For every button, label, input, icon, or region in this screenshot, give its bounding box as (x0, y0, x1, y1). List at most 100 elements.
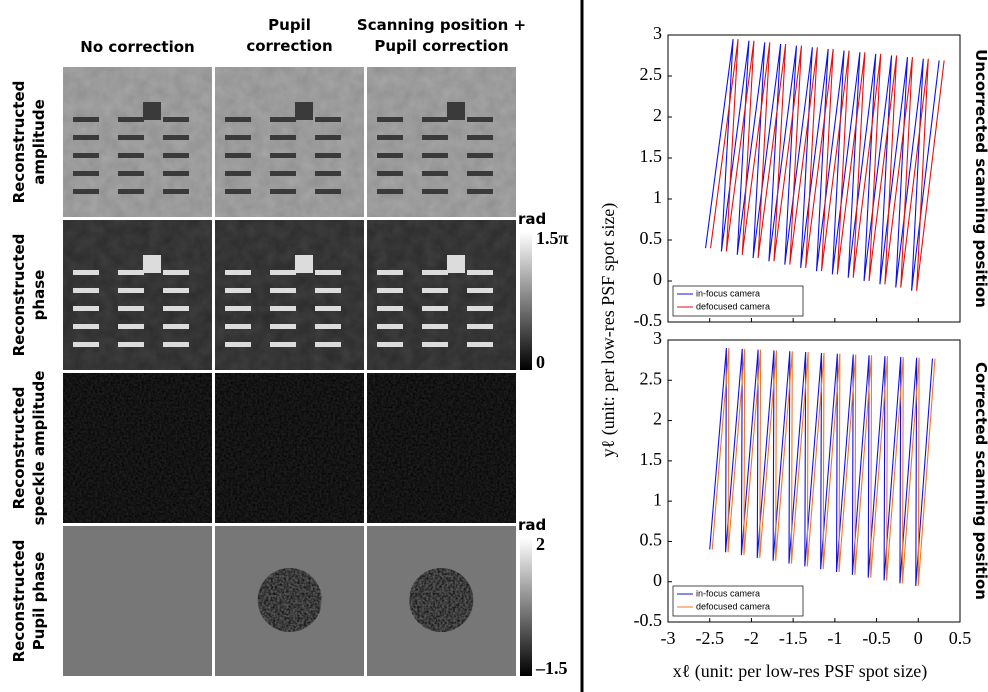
image-texture (215, 220, 364, 370)
target-bar (73, 189, 99, 194)
target-bar (377, 117, 403, 122)
target-bar (467, 171, 493, 176)
target-bar (315, 153, 341, 158)
y-tick-label: 3 (653, 328, 662, 348)
target-bar (270, 306, 296, 311)
y-tick-label: 0 (653, 269, 662, 289)
target-bar (73, 306, 99, 311)
target-bar (377, 189, 403, 194)
target-bar (270, 171, 296, 176)
target-bar (163, 306, 189, 311)
target-bar (225, 270, 251, 275)
x-tick-label: -1.5 (779, 628, 808, 648)
target-bar (225, 324, 251, 329)
target-bar (73, 324, 99, 329)
y-tick-label: 0 (653, 570, 662, 590)
target-bar (118, 288, 144, 293)
target-bar (422, 135, 448, 140)
target-bar (377, 270, 403, 275)
plots: -0.5 0 0.5 1 1.5 2 2.5 3 in-focus camera defocuse… (598, 23, 988, 682)
target-bar (467, 153, 493, 158)
x-axis-label: xℓ (unit: per low-res PSF spot size) (673, 661, 928, 682)
target-bar (315, 342, 341, 347)
target-bar (225, 306, 251, 311)
image-texture (63, 220, 212, 370)
target-bar (118, 324, 144, 329)
target-bar (270, 288, 296, 293)
side-title: Corrected scanning position (972, 362, 988, 600)
plot-frame (667, 339, 961, 623)
legend-label: defocused camera (696, 301, 770, 311)
target-bar (118, 342, 144, 347)
speckle (367, 373, 516, 523)
target-bar (225, 117, 251, 122)
pupil-speckle (258, 568, 322, 632)
target-bar (73, 153, 99, 158)
row-label: Reconstructed amplitude (10, 81, 48, 204)
target-bar (118, 171, 144, 176)
target-bar (163, 288, 189, 293)
x-tick-label: 0 (914, 628, 923, 648)
target-bar (315, 189, 341, 194)
trajectory (709, 348, 934, 587)
target-bar (270, 135, 296, 140)
y-tick-label: -0.5 (634, 610, 663, 630)
target-bar (118, 270, 144, 275)
target-bar (163, 117, 189, 122)
target-bar (118, 135, 144, 140)
target-square (447, 255, 465, 273)
image-texture (63, 67, 212, 217)
legend-label: in-focus camera (696, 588, 760, 598)
plot: -0.5 0 0.5 1 1.5 2 2.5 3 -3 -2.5 -2 -1.5 -1 -0.5 0 0.5 i… (634, 328, 988, 648)
target-bar (73, 270, 99, 275)
y-tick-label: 2.5 (640, 368, 663, 388)
speckle (215, 373, 364, 523)
target-bar (225, 189, 251, 194)
target-bar (163, 324, 189, 329)
image-grid: No correction Pupil correction Scanning pos… (10, 16, 569, 678)
target-bar (270, 324, 296, 329)
target-bar (315, 171, 341, 176)
column-header: No correction (80, 38, 194, 56)
target-bar (422, 270, 448, 275)
target-bar (467, 324, 493, 329)
target-bar (225, 153, 251, 158)
colorbar-unit: rad (518, 210, 546, 228)
target-bar (377, 135, 403, 140)
target-bar (73, 342, 99, 347)
trajectory (710, 39, 945, 291)
target-bar (377, 288, 403, 293)
target-bar (73, 117, 99, 122)
speckle (63, 373, 212, 523)
target-bar (315, 117, 341, 122)
x-tick-label: -3 (661, 628, 676, 648)
row-label: Reconstructed phase (10, 234, 48, 357)
x-tick-label: -1 (827, 628, 842, 648)
y-tick-label: 1 (653, 489, 662, 509)
target-bar (422, 171, 448, 176)
y-tick-label: 0.5 (640, 530, 663, 550)
target-bar (315, 135, 341, 140)
target-bar (422, 306, 448, 311)
target-bar (467, 270, 493, 275)
target-bar (163, 153, 189, 158)
plot: -0.5 0 0.5 1 1.5 2 2.5 3 in-focus camera defocuse… (634, 23, 988, 330)
target-bar (422, 153, 448, 158)
target-bar (377, 306, 403, 311)
trajectory (711, 348, 936, 587)
row-label: Reconstructed speckle amplitude (10, 371, 48, 526)
image-tile (63, 526, 212, 676)
x-tick-label: 0.5 (949, 628, 972, 648)
target-bar (270, 270, 296, 275)
target-bar (118, 189, 144, 194)
target-bar (422, 342, 448, 347)
target-bar (315, 288, 341, 293)
target-bar (118, 117, 144, 122)
legend-label: defocused camera (696, 601, 770, 611)
target-bar (422, 324, 448, 329)
x-tick-label: -0.5 (862, 628, 891, 648)
y-axis-label: yℓ (unit: per low-res PSF spot size) (598, 203, 619, 458)
y-tick-label: 1.5 (640, 449, 663, 469)
target-bar (225, 171, 251, 176)
